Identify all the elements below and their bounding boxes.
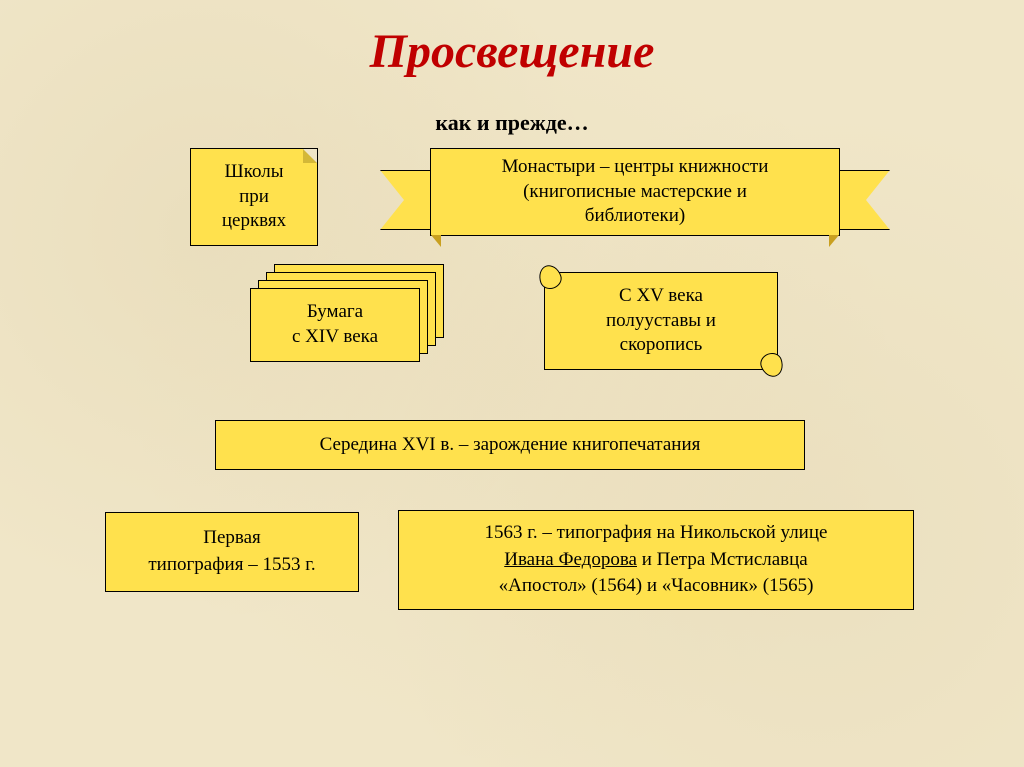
box-xvi-printing: Середина XVI в. – зарождение книгопечата… bbox=[215, 420, 805, 470]
text-line: Ивана Федорова и Петра Мстиславца bbox=[504, 547, 808, 574]
text-line: С XV века bbox=[619, 284, 703, 309]
stack-card-front: Бумагас XIV века bbox=[250, 288, 420, 362]
text-line: Школы bbox=[225, 160, 284, 185]
text-line: Середина XVI в. – зарождение книгопечата… bbox=[320, 432, 701, 459]
ribbon-body: Монастыри – центры книжности(книгописные… bbox=[430, 148, 840, 236]
text-line: скоропись bbox=[620, 333, 703, 358]
text-line: церквях bbox=[222, 209, 286, 234]
text-line: 1563 г. – типография на Никольской улице bbox=[485, 520, 828, 547]
box-first-printing-house: Перваятипография – 1553 г. bbox=[105, 512, 359, 592]
text-line: (книгописные мастерские и bbox=[523, 180, 747, 205]
text-line: «Апостол» (1564) и «Часовник» (1565) bbox=[499, 573, 814, 600]
text-line: Первая bbox=[203, 525, 261, 552]
scroll-body: С XV векаполууставы искоропись bbox=[544, 272, 778, 370]
text-line: Монастыри – центры книжности bbox=[502, 155, 769, 180]
ribbon-monasteries: Монастыри – центры книжности(книгописные… bbox=[430, 148, 840, 236]
text-line: полууставы и bbox=[606, 309, 716, 334]
slide-title: Просвещение bbox=[0, 24, 1024, 79]
slide-subtitle: как и прежде… bbox=[0, 110, 1024, 136]
text-line: библиотеки) bbox=[585, 204, 685, 229]
box-1563-fedorov: 1563 г. – типография на Никольской улице… bbox=[398, 510, 914, 610]
text-line: при bbox=[239, 185, 269, 210]
scroll-xv: С XV векаполууставы искоропись bbox=[544, 272, 778, 370]
text-line: с XIV века bbox=[292, 325, 378, 350]
text-line: типография – 1553 г. bbox=[148, 552, 315, 579]
text-line: Бумага bbox=[307, 300, 363, 325]
stack-paper: Бумагас XIV века bbox=[250, 288, 420, 362]
note-schools: Школыприцерквях bbox=[190, 148, 318, 246]
